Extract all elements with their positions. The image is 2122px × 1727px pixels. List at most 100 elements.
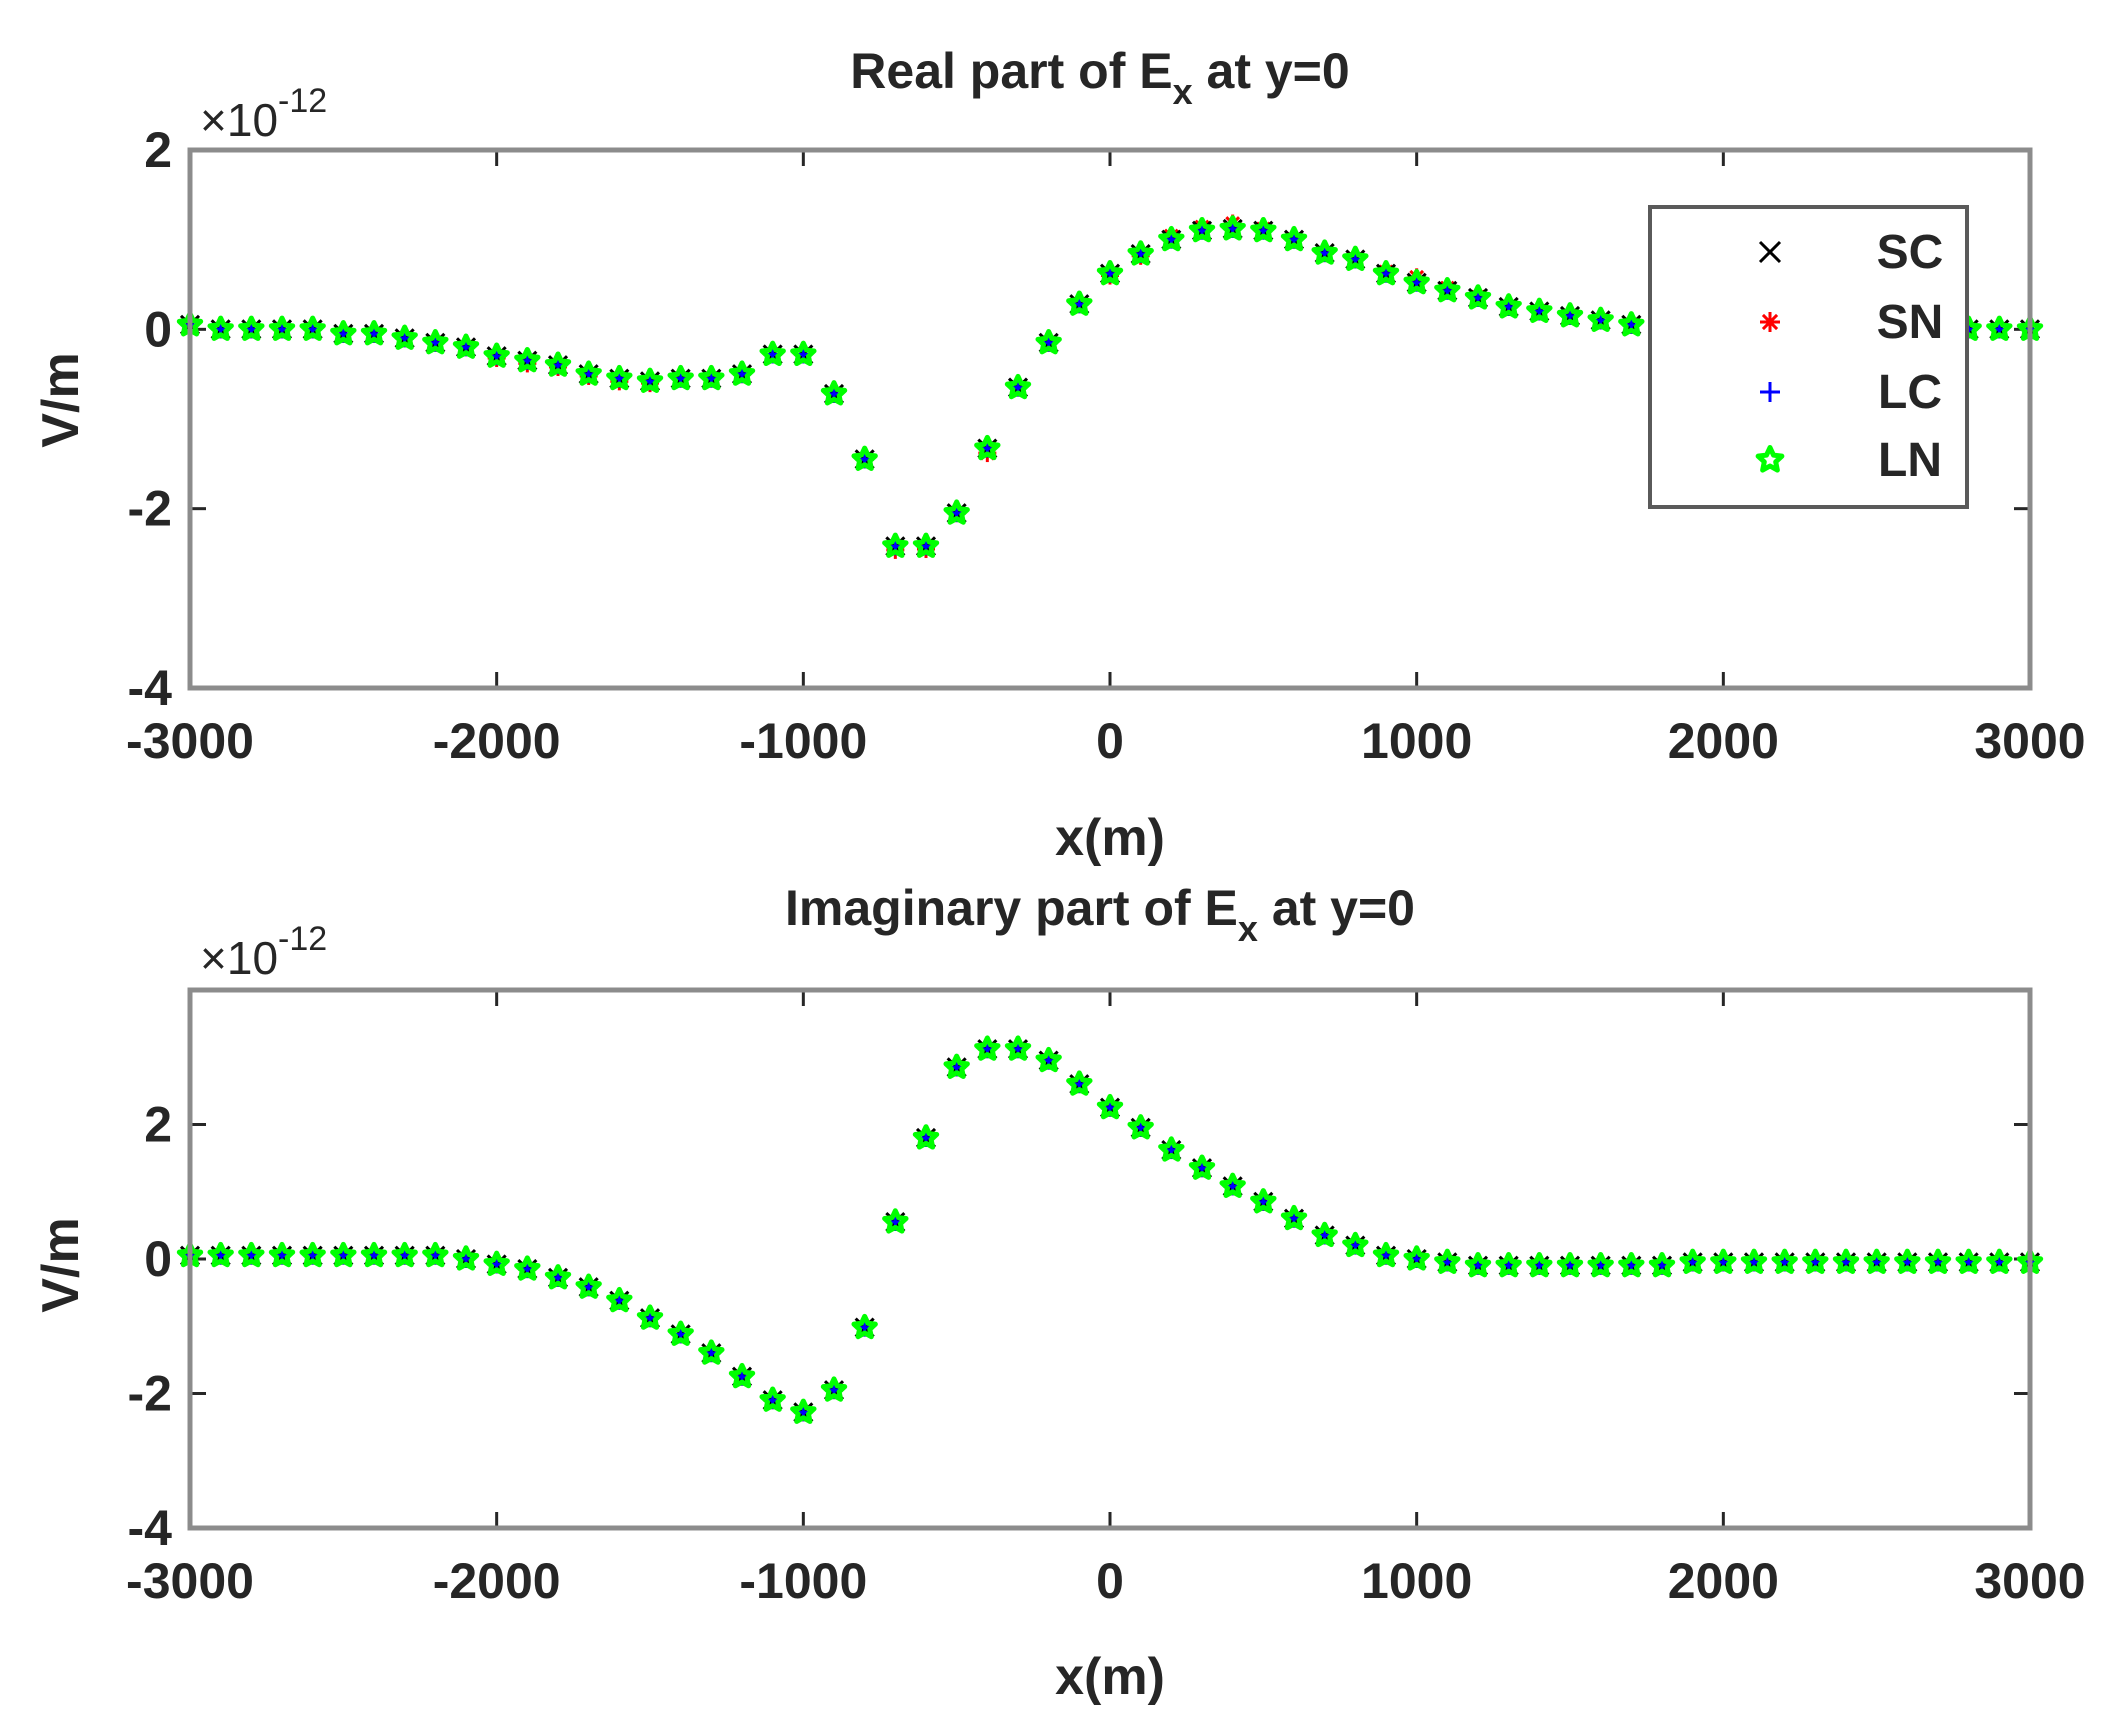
data-point-ln	[1403, 268, 1430, 295]
data-point-ln	[1986, 315, 2013, 341]
imag-x-tick-label: -1000	[739, 1553, 867, 1609]
real-axis-ticks: -3000 -2000 -1000 0 1000 2000 3000 -4 -2 0 2	[126, 122, 2086, 769]
data-point-ln	[422, 1241, 449, 1268]
imag-x-tick-label: 1000	[1361, 1553, 1472, 1609]
data-point-ln	[1066, 290, 1093, 316]
data-point-ln	[1188, 1154, 1216, 1180]
data-point-ln	[728, 360, 756, 386]
data-point-ln	[268, 1241, 296, 1268]
data-point-ln	[882, 1208, 909, 1234]
imag-x-axis-label: x(m)	[1055, 1648, 1165, 1706]
imag-x-tick-label: 0	[1096, 1553, 1124, 1609]
data-point-ln	[667, 364, 694, 391]
imag-axis-ticks: -3000 -2000 -1000 0 1000 2000 3000 -4 -2 0 2	[126, 990, 2086, 1609]
data-point-ln	[1556, 1251, 1584, 1278]
real-x-tick-label: 2000	[1668, 713, 1779, 769]
real-y-tick-label: 0	[144, 301, 172, 357]
data-point-ln	[851, 445, 878, 471]
data-point-ln	[1250, 216, 1277, 243]
data-point-ln	[1127, 1114, 1154, 1140]
data-point-ln	[667, 1320, 694, 1346]
data-point-ln	[1311, 239, 1338, 265]
imag-x-tick-label: -2000	[433, 1553, 561, 1609]
imag-data-points	[176, 1035, 2044, 1424]
data-point-ln	[698, 1339, 725, 1365]
data-point-ln	[1158, 1136, 1185, 1162]
data-point-ln	[912, 1124, 940, 1150]
data-point-ln	[1127, 240, 1154, 266]
data-point-ln	[1894, 1248, 1921, 1274]
real-y-axis-label: V/m	[32, 352, 90, 447]
data-point-ln	[299, 1241, 326, 1268]
data-point-ln	[1158, 225, 1185, 252]
data-point-ln	[1740, 1248, 1768, 1274]
data-point-ln	[759, 1386, 786, 1412]
data-point-ln	[1587, 1251, 1614, 1278]
data-point-ln	[1066, 1070, 1093, 1096]
data-point-ln	[943, 499, 970, 525]
legend-item-sn: SN	[1760, 296, 1943, 349]
data-point-ln	[943, 1053, 970, 1079]
data-point-ln	[1802, 1248, 1829, 1274]
data-point-ln	[1863, 1248, 1890, 1274]
data-point-ln	[1986, 1248, 2013, 1274]
legend-box	[1648, 205, 1969, 509]
real-x-tick-label: 0	[1096, 713, 1124, 769]
data-point-ln	[1832, 1248, 1860, 1274]
real-x-tick-label: -1000	[739, 713, 867, 769]
data-point-ln	[1250, 1188, 1277, 1214]
data-point-ln	[452, 333, 480, 359]
data-point-ln	[1280, 1204, 1308, 1231]
imag-y-exponent: ×10-12	[200, 920, 327, 984]
data-point-ln	[1372, 1241, 1400, 1268]
data-point-ln	[238, 315, 265, 341]
data-point-ln	[207, 315, 234, 341]
legend-sc-label: SC	[1877, 226, 1944, 279]
legend-item-sc: SC	[1758, 226, 1944, 279]
data-point-ln	[606, 1286, 633, 1313]
data-point-ln	[1096, 1093, 1124, 1120]
data-point-ln	[1342, 1231, 1369, 1258]
imag-x-tick-label: -3000	[126, 1553, 254, 1609]
data-point-ln	[575, 360, 602, 386]
imaginary-part-plot: Imaginary part of Ex at y=0 ×10-12 V/m x…	[32, 880, 2086, 1706]
data-point-ln	[330, 320, 357, 346]
data-point-ln	[238, 1241, 265, 1268]
data-point-ln	[606, 364, 633, 391]
data-point-ln	[1495, 293, 1522, 319]
real-y-tick-label: -4	[128, 660, 173, 716]
data-point-ln	[514, 346, 541, 373]
legend-item-ln: LN	[1755, 434, 1942, 487]
data-point-ln	[391, 324, 418, 350]
real-y-tick-label: -2	[128, 481, 172, 537]
data-point-ln	[1004, 1035, 1032, 1061]
data-point-ln	[1556, 302, 1584, 328]
data-point-ln	[514, 1255, 541, 1281]
data-point-ln	[330, 1241, 357, 1268]
data-point-ln	[483, 342, 510, 368]
legend-item-lc: LC	[1760, 366, 1942, 419]
real-part-plot: Real part of Ex at y=0 ×10-12 V/m x(m) -…	[32, 43, 2086, 867]
data-point-ln	[268, 315, 296, 341]
data-point-ln	[1403, 1245, 1430, 1271]
real-x-tick-label: -2000	[433, 713, 561, 769]
data-point-ln	[1035, 329, 1062, 355]
real-x-axis-label: x(m)	[1055, 809, 1165, 867]
data-point-ln	[1434, 277, 1461, 303]
imag-y-tick-label: 2	[144, 1097, 172, 1153]
data-point-ln	[636, 367, 664, 393]
real-y-tick-label: 2	[144, 122, 172, 178]
data-point-ln	[1771, 1248, 1798, 1274]
data-point-ln	[391, 1241, 418, 1268]
data-point-ln	[1648, 1251, 1676, 1278]
legend-sn-marker-icon	[1760, 312, 1780, 332]
data-point-ln	[974, 1035, 1001, 1061]
data-point-ln	[759, 340, 786, 367]
imag-y-tick-label: 0	[144, 1231, 172, 1287]
imag-y-tick-label: -4	[128, 1500, 173, 1556]
legend-ln-label: LN	[1878, 434, 1942, 487]
data-point-ln	[1219, 215, 1246, 241]
data-point-ln	[728, 1362, 756, 1389]
legend: SC SN LC LN	[1648, 205, 1969, 509]
